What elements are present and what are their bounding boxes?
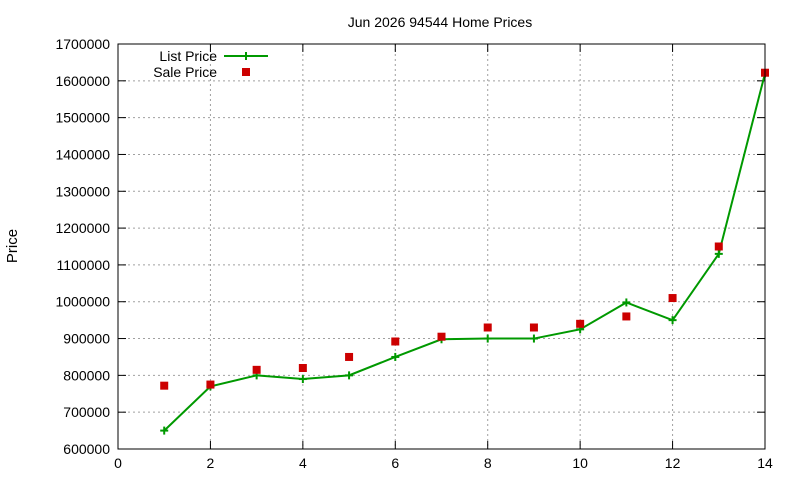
sale-price-point [206, 380, 215, 389]
y-tick-label: 900000 [63, 331, 110, 347]
y-tick-label: 1100000 [57, 257, 111, 273]
y-tick-label: 1700000 [55, 36, 110, 52]
list-price-point [160, 426, 169, 435]
sale-price-point [576, 319, 585, 328]
list-price-point [668, 316, 677, 325]
x-tick-label: 2 [207, 455, 215, 471]
y-tick-label: 1200000 [55, 220, 110, 236]
list-price-point [622, 298, 631, 307]
axis-ticks: 600000 700000 800000 900000 1000000 1100000 12… [55, 36, 773, 471]
y-tick-label: 1500000 [55, 110, 110, 126]
x-tick-label: 10 [572, 455, 588, 471]
sale-price-point [391, 337, 400, 346]
list-price-point [391, 352, 400, 361]
sale-price-point [483, 323, 492, 332]
y-tick-label: 600000 [63, 441, 110, 457]
sale-price-point [160, 381, 169, 390]
sale-price-point [529, 323, 538, 332]
plot-frame [117, 43, 766, 450]
y-tick-label: 1300000 [55, 183, 110, 199]
plot-series [160, 68, 769, 435]
y-tick-label: 800000 [63, 367, 110, 383]
list-price-point [345, 371, 354, 380]
chart-title: Jun 2026 94544 Home Prices [348, 14, 532, 30]
sale-price-point [622, 312, 631, 321]
sale-price-point [345, 352, 354, 361]
y-axis-title: Price [4, 229, 21, 263]
sale-price-point [437, 332, 446, 341]
legend-label: Sale Price [153, 64, 217, 80]
list-price-point [714, 249, 723, 258]
sale-price-point [252, 365, 261, 374]
list-price-point [483, 334, 492, 343]
legend-swatch-sale-price [242, 68, 250, 76]
y-tick-label: 1000000 [55, 294, 110, 310]
sale-price-point [668, 294, 677, 303]
legend-swatch-list-price [224, 52, 268, 60]
list-price-point [298, 375, 307, 384]
sale-price-point [298, 364, 307, 372]
y-tick-label: 1400000 [55, 146, 110, 162]
y-tick-label: 1600000 [55, 73, 110, 89]
x-tick-label: 4 [299, 455, 307, 471]
x-tick-label: 0 [114, 455, 122, 471]
sale-price-point [714, 242, 723, 251]
list-price-point [529, 334, 538, 343]
y-tick-label: 700000 [63, 404, 110, 420]
x-tick-label: 14 [757, 455, 773, 471]
x-tick-label: 12 [665, 455, 681, 471]
legend-label: List Price [159, 48, 217, 64]
list-price-line [163, 73, 766, 432]
grid [118, 44, 765, 449]
x-tick-label: 8 [484, 455, 492, 471]
x-tick-label: 6 [391, 455, 399, 471]
